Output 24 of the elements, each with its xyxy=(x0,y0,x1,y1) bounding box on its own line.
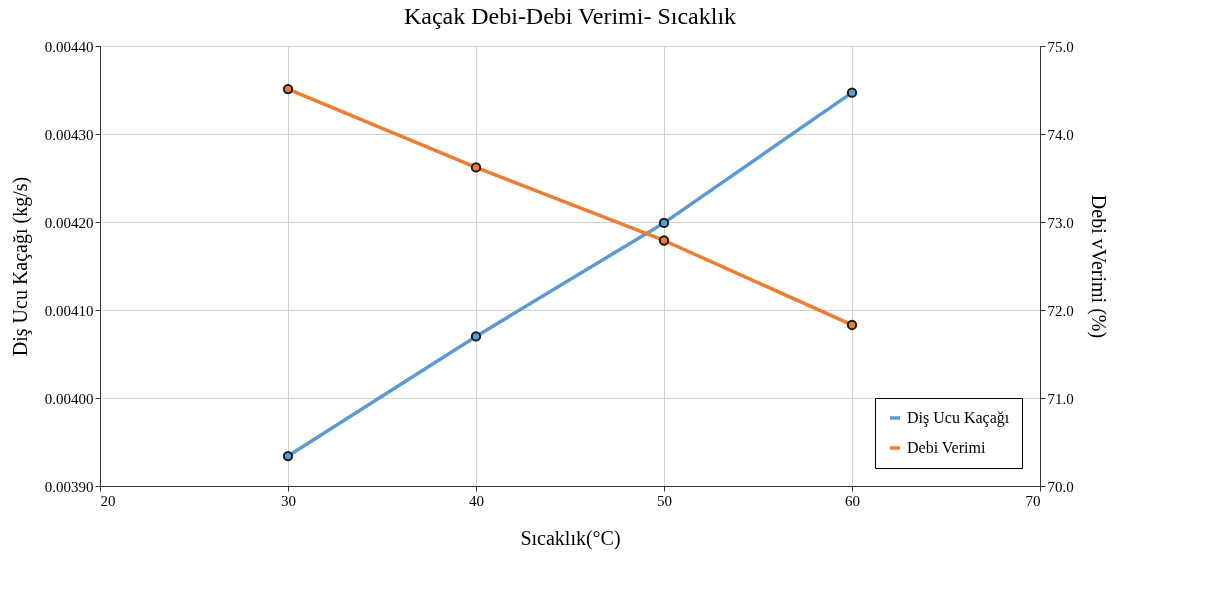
y-axis-title: Diş Ucu Kaçağı (kg/s) xyxy=(8,176,32,357)
y-tick-label: 0.00430 xyxy=(44,126,94,143)
y2-axis-title: Debi vVerimi (%) xyxy=(1086,194,1110,339)
y2-tick-label: 71.0 xyxy=(1047,390,1074,407)
x-tick-label: 20 xyxy=(100,492,116,509)
x-tick-label: 60 xyxy=(845,492,860,509)
chart-title: Kaçak Debi-Debi Verimi- Sıcaklık xyxy=(403,3,737,29)
x-tick-label: 40 xyxy=(469,492,484,509)
y-tick-label: 0.00390 xyxy=(44,478,94,495)
y2-tick-label: 74.0 xyxy=(1047,126,1074,143)
legend-label: Debi Verimi xyxy=(907,439,986,456)
y-tick-label: 0.00410 xyxy=(44,302,94,319)
x-tick-label: 50 xyxy=(657,492,672,509)
y-tick-label: 0.00420 xyxy=(44,214,94,231)
legend-label: Diş Ucu Kaçağı xyxy=(907,409,1010,427)
y2-tick-label: 72.0 xyxy=(1047,302,1074,319)
y2-tick-label: 70.0 xyxy=(1047,478,1074,495)
x-axis-title: Sıcaklık(°C) xyxy=(520,526,621,550)
x-tick-label: 70 xyxy=(1025,492,1041,509)
y-tick-label: 0.00440 xyxy=(44,38,94,55)
x-tick-label: 30 xyxy=(281,492,296,509)
y-tick-label: 0.00400 xyxy=(44,390,94,407)
y2-tick-label: 73.0 xyxy=(1047,214,1074,231)
y2-tick-label: 75.0 xyxy=(1047,38,1074,55)
